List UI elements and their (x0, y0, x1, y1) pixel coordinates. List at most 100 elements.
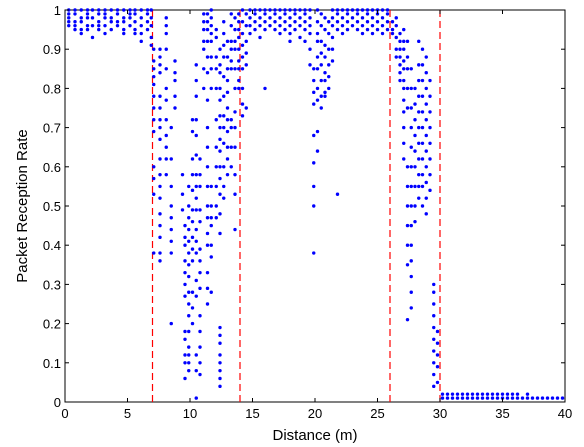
data-point (79, 31, 83, 36)
data-point (394, 23, 398, 28)
data-point (218, 376, 222, 381)
data-point (109, 27, 113, 32)
data-point (209, 39, 213, 44)
data-point (237, 27, 241, 32)
data-point (420, 94, 425, 98)
data-point (90, 16, 95, 20)
data-point (139, 16, 143, 20)
data-point (237, 20, 241, 24)
data-point (375, 27, 380, 32)
data-point (420, 78, 425, 83)
data-point (183, 243, 187, 247)
data-point (312, 204, 316, 208)
data-point (398, 78, 402, 83)
data-point (308, 63, 312, 67)
data-point (315, 20, 320, 24)
data-point (330, 47, 335, 51)
data-point (550, 396, 555, 400)
data-point (233, 192, 237, 196)
data-point (288, 31, 292, 36)
data-point (240, 20, 245, 24)
data-point (173, 59, 177, 63)
data-point (385, 8, 390, 12)
data-point (158, 196, 162, 200)
data-point (315, 31, 320, 36)
data-point (555, 396, 560, 400)
data-point (128, 23, 132, 28)
data-point (133, 8, 137, 12)
data-point (432, 384, 436, 389)
data-point (355, 12, 360, 16)
data-point (133, 12, 137, 16)
data-point (420, 110, 425, 114)
y-tick-label: 0.7 (43, 121, 61, 136)
data-point (218, 125, 222, 130)
data-point (428, 141, 432, 145)
data-point (194, 78, 198, 83)
data-point (244, 39, 248, 44)
data-point (229, 39, 233, 44)
data-point (470, 392, 475, 396)
data-point (248, 16, 252, 20)
data-point (244, 51, 248, 55)
data-point (424, 149, 428, 153)
data-point (480, 396, 485, 400)
data-point (370, 8, 375, 12)
data-point (303, 20, 307, 24)
data-point (169, 227, 173, 232)
data-point (470, 396, 475, 400)
data-point (122, 31, 126, 36)
data-point (218, 384, 222, 389)
data-point (97, 23, 101, 28)
data-point (330, 16, 335, 20)
data-point (205, 55, 210, 59)
data-point (268, 16, 272, 20)
data-point (214, 184, 218, 189)
data-point (428, 110, 432, 114)
data-point (278, 16, 282, 20)
data-point (194, 208, 198, 212)
data-point (205, 20, 210, 24)
data-point (450, 392, 455, 396)
data-point (248, 8, 252, 12)
data-point (413, 204, 417, 208)
data-point (398, 39, 402, 44)
data-point (218, 231, 222, 236)
data-point (209, 86, 213, 91)
data-point (435, 353, 440, 357)
data-point (432, 349, 436, 353)
data-point (225, 129, 230, 134)
data-point (158, 71, 162, 75)
data-point (233, 47, 237, 51)
data-point (103, 16, 107, 20)
data-point (312, 78, 316, 83)
data-point (222, 141, 226, 145)
y-tick-label: 0.6 (43, 160, 61, 175)
data-point (244, 12, 248, 16)
data-point (202, 27, 206, 32)
data-point (240, 86, 245, 91)
data-point (490, 392, 495, 396)
data-point (424, 165, 428, 169)
data-point (424, 71, 428, 75)
data-point (495, 392, 500, 396)
data-point (152, 106, 156, 110)
data-point (149, 23, 153, 28)
data-point (202, 20, 206, 24)
data-point (340, 31, 345, 36)
data-point (398, 63, 402, 67)
data-point (122, 27, 126, 32)
data-point (202, 86, 206, 91)
data-point (205, 302, 210, 306)
data-point (237, 47, 241, 51)
data-point (79, 8, 83, 12)
x-tick-label: 20 (308, 406, 322, 421)
data-point (202, 67, 206, 71)
data-point (158, 184, 162, 189)
data-point (109, 16, 113, 20)
data-point (319, 78, 323, 83)
y-tick-label: 0.9 (43, 42, 61, 57)
data-point (187, 314, 191, 318)
data-point (187, 329, 191, 334)
data-point (350, 16, 355, 20)
